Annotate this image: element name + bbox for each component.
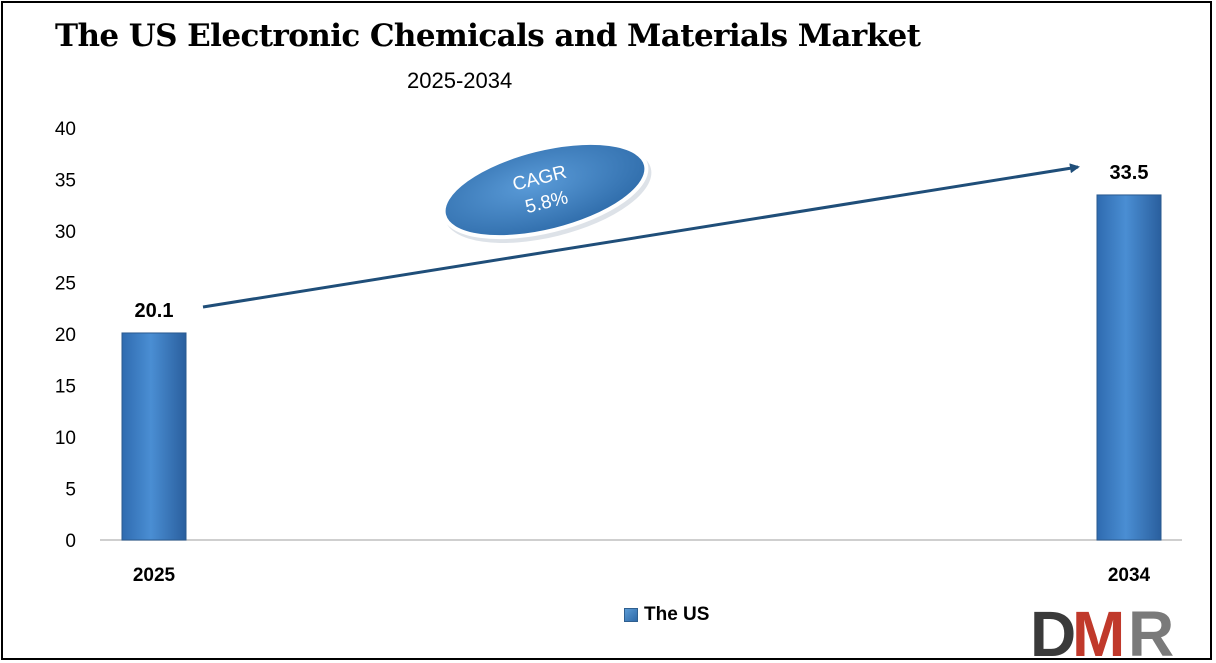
chart-legend: The US xyxy=(624,604,709,626)
y-tick-label: 15 xyxy=(55,377,76,398)
y-tick-label: 5 xyxy=(65,480,76,501)
x-category-label: 2034 xyxy=(1108,565,1151,586)
x-category-label: 2025 xyxy=(133,565,176,586)
chart-subtitle: 2025-2034 xyxy=(407,68,513,93)
y-tick-label: 40 xyxy=(55,119,76,140)
cagr-arrow xyxy=(202,163,1080,309)
legend-label: The US xyxy=(644,604,710,625)
y-tick-label: 10 xyxy=(55,428,76,449)
logo-letter-r: R xyxy=(1128,598,1174,663)
data-label-2025: 20.1 xyxy=(135,300,174,322)
data-label-2034: 33.5 xyxy=(1110,162,1149,184)
y-tick-label: 25 xyxy=(55,274,76,295)
dmr-logo: D M R xyxy=(1030,598,1174,663)
y-tick-label: 0 xyxy=(65,531,76,552)
cagr-oval xyxy=(441,140,649,240)
y-tick-label: 35 xyxy=(55,171,76,192)
legend-swatch xyxy=(624,608,638,622)
chart-title: The US Electronic Chemicals and Material… xyxy=(55,18,921,54)
y-tick-label: 30 xyxy=(55,222,76,243)
bar-2034 xyxy=(1096,194,1162,541)
logo-letter-m: M xyxy=(1072,598,1125,663)
logo-letter-d: D xyxy=(1030,598,1076,663)
y-tick-label: 20 xyxy=(55,325,76,346)
bar-2025 xyxy=(121,332,187,541)
